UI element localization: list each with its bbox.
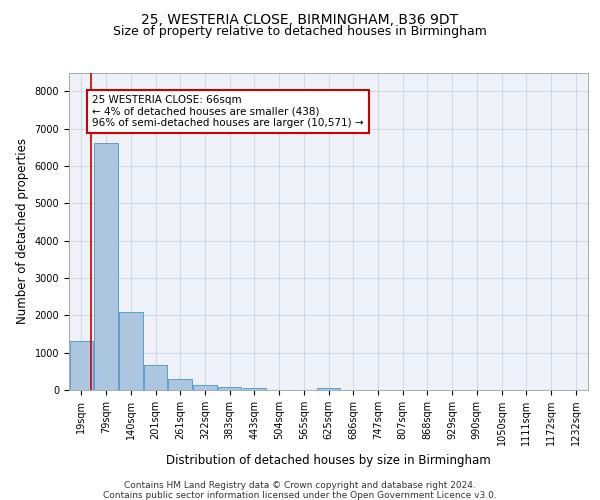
X-axis label: Distribution of detached houses by size in Birmingham: Distribution of detached houses by size …: [166, 454, 491, 466]
Bar: [317, 388, 340, 390]
Bar: [242, 388, 266, 390]
Bar: [169, 379, 192, 390]
Text: 25 WESTERIA CLOSE: 66sqm
← 4% of detached houses are smaller (438)
96% of semi-d: 25 WESTERIA CLOSE: 66sqm ← 4% of detache…: [92, 95, 364, 128]
Bar: [193, 385, 217, 390]
Text: Size of property relative to detached houses in Birmingham: Size of property relative to detached ho…: [113, 25, 487, 38]
Text: Contains HM Land Registry data © Crown copyright and database right 2024.: Contains HM Land Registry data © Crown c…: [124, 481, 476, 490]
Y-axis label: Number of detached properties: Number of detached properties: [16, 138, 29, 324]
Text: Contains public sector information licensed under the Open Government Licence v3: Contains public sector information licen…: [103, 491, 497, 500]
Bar: [119, 312, 143, 390]
Bar: [144, 364, 167, 390]
Bar: [70, 342, 93, 390]
Bar: [94, 144, 118, 390]
Text: 25, WESTERIA CLOSE, BIRMINGHAM, B36 9DT: 25, WESTERIA CLOSE, BIRMINGHAM, B36 9DT: [142, 12, 458, 26]
Bar: [218, 388, 241, 390]
